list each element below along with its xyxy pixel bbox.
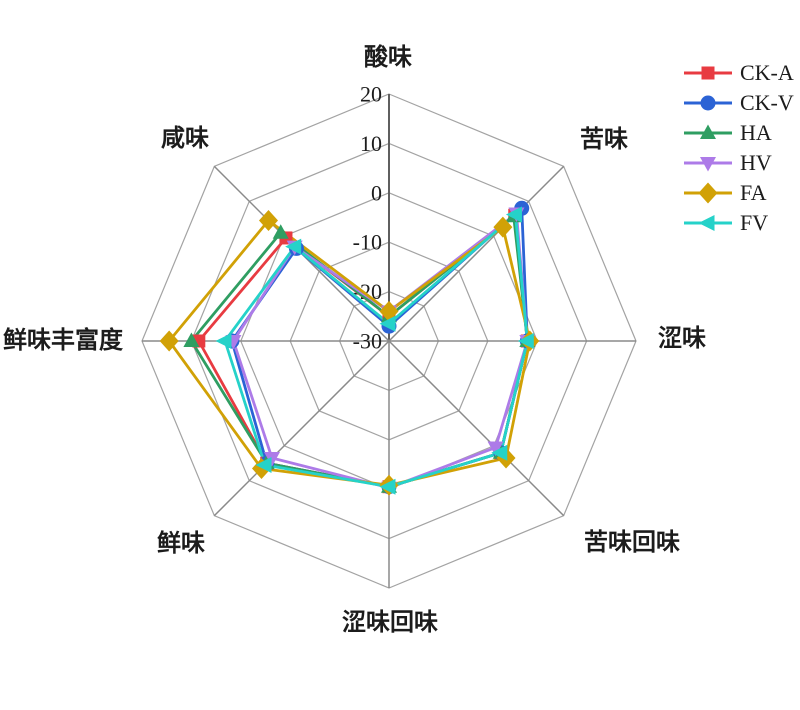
- marker-HA: [272, 224, 289, 239]
- legend-marker-triangle-down-icon: [684, 157, 732, 172]
- legend-marker-circle-icon: [684, 95, 732, 111]
- legend-marker-FV: [698, 215, 715, 231]
- legend-marker-diamond-icon: [684, 182, 732, 204]
- legend-item-CK-A: CK-A: [683, 58, 794, 88]
- marker-HV: [487, 441, 504, 457]
- marker-FA: [493, 216, 513, 238]
- marker-FV: [491, 444, 508, 461]
- legend-marker-triangle-left-icon: [684, 215, 732, 231]
- legend-marker-CK-A: [701, 66, 715, 80]
- marker-FV: [379, 478, 396, 495]
- axis-tick-label: -30: [353, 329, 382, 354]
- legend-item-HV: HV: [683, 148, 794, 178]
- legend-label: FA: [740, 180, 767, 205]
- legend-label: HA: [740, 120, 772, 145]
- legend-marker-square-icon: [684, 66, 732, 80]
- legend-label: HV: [740, 150, 772, 175]
- legend-item-HA: HA: [683, 118, 794, 148]
- axis-tick-label: 10: [360, 131, 382, 156]
- axis-tick-label: 20: [360, 82, 382, 107]
- legend-marker-CK-V: [700, 95, 716, 111]
- legend-item-FA: FA: [683, 178, 794, 208]
- marker-FV: [285, 238, 302, 255]
- series-line-FA: [167, 219, 532, 487]
- axis-label: 咸味: [161, 125, 209, 152]
- legend-item-FV: FV: [683, 208, 794, 238]
- legend-item-CK-V: CK-V: [683, 88, 794, 118]
- marker-FA: [159, 330, 179, 352]
- axis-label: 鲜味: [157, 529, 205, 557]
- grid-spoke: [388, 165, 565, 342]
- marker-FV: [379, 315, 396, 332]
- axis-label: 苦味回味: [584, 529, 680, 556]
- legend-marker-triangle-up-icon: [684, 124, 732, 139]
- legend-marker-HV: [700, 157, 716, 172]
- marker-FV: [517, 333, 534, 349]
- axis-label: 涩味: [658, 325, 706, 352]
- marker-HA: [183, 332, 200, 347]
- legend: CK-A CK-V HA HV FA FV: [683, 58, 794, 238]
- legend-label: CK-V: [740, 90, 794, 115]
- axis-tick-label: -10: [353, 230, 382, 255]
- axis-label: 鲜味丰富度: [3, 326, 124, 354]
- axis-label: 酸味: [364, 44, 412, 71]
- marker-FA: [258, 209, 278, 231]
- axis-label: 涩味回味: [342, 609, 438, 636]
- marker-FV: [505, 206, 522, 223]
- marker-FV: [255, 457, 272, 474]
- legend-label: FV: [740, 210, 769, 235]
- axis-tick-label: 0: [371, 180, 382, 205]
- legend-marker-FA: [698, 182, 718, 204]
- marker-HV: [263, 452, 280, 467]
- grid-spoke: [213, 340, 390, 517]
- axis-label: 苦味: [580, 126, 628, 153]
- marker-FV: [215, 333, 232, 349]
- grid-spoke: [388, 340, 565, 517]
- legend-marker-HA: [700, 124, 716, 139]
- legend-label: CK-A: [740, 60, 794, 85]
